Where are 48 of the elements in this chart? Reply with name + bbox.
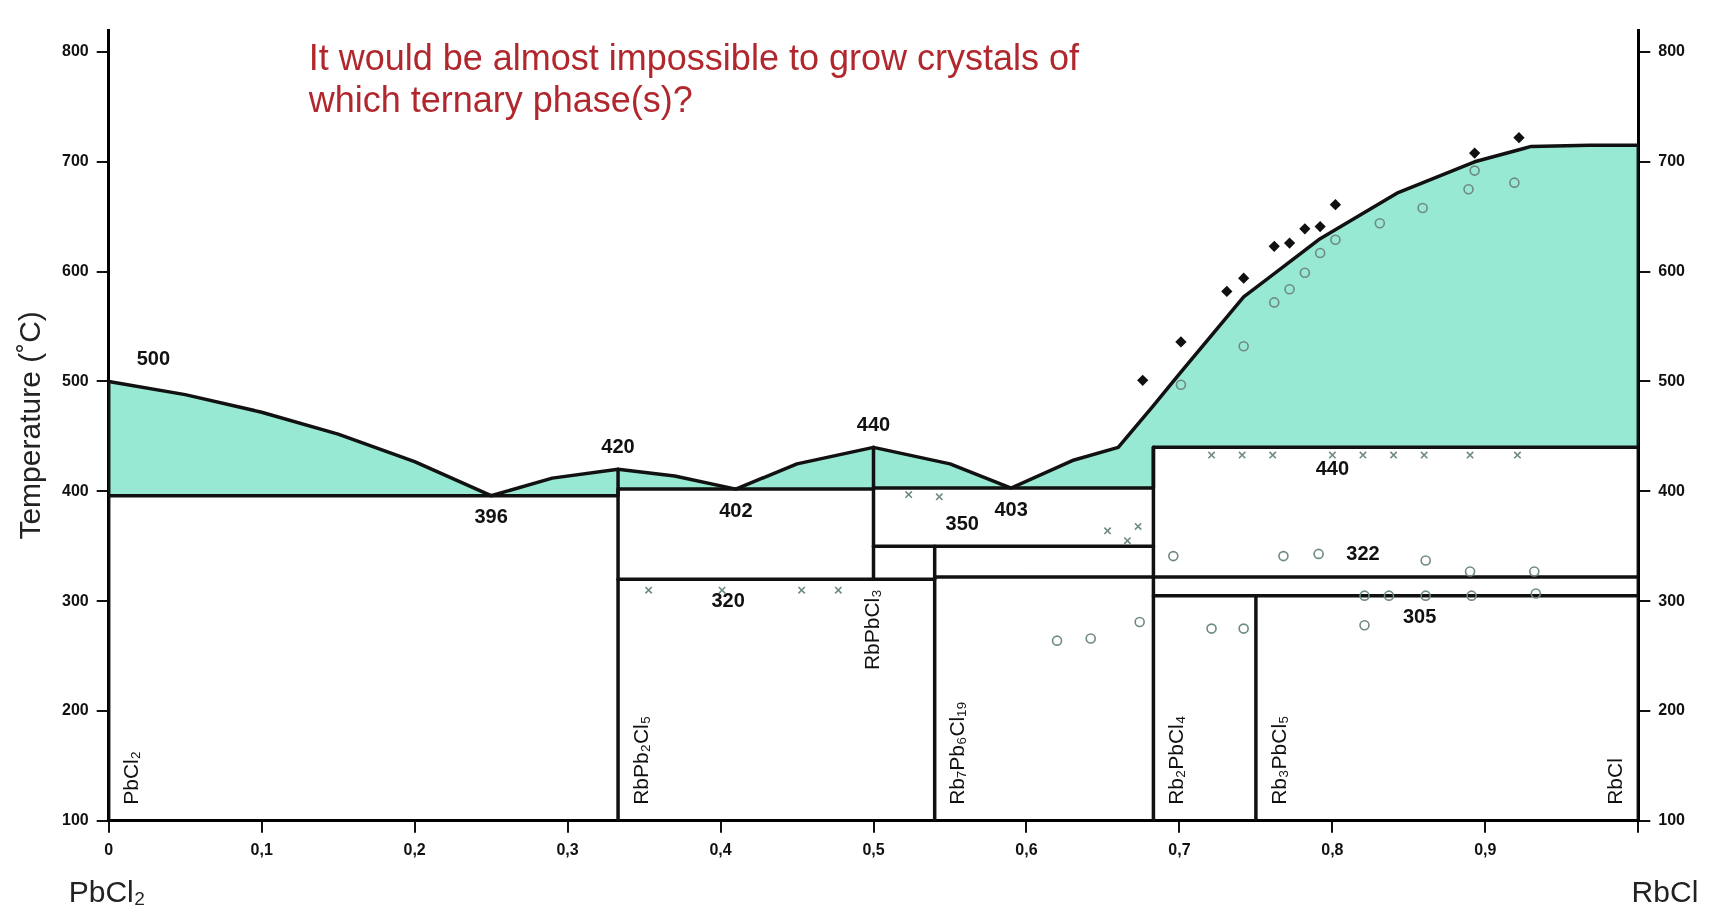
annotation: RbCl (1603, 758, 1627, 805)
x-tick-label: 0,3 (556, 840, 579, 858)
text: It would be almost impossible to grow crystals of which ternary phase(s)? (307, 36, 1080, 120)
y2-tick-label: 500 (1658, 371, 1686, 389)
y-tick-label: 800 (61, 42, 89, 60)
x-tick-label: 0,1 (250, 840, 273, 858)
x-tick-label: 0,5 (862, 840, 885, 858)
annotation: Rb₇Pb₆Cl₁₉ (945, 701, 969, 805)
y2-tick-label: 600 (1658, 262, 1686, 280)
y-tick-label: 400 (61, 481, 89, 499)
annotation: 305 (1402, 605, 1437, 628)
annotation: 420 (601, 434, 635, 457)
annotation: 322 (1346, 542, 1380, 565)
y-axis-title: Temperature (˚C) (13, 311, 47, 540)
y2-tick-label: 800 (1658, 42, 1686, 60)
x-tick-label: 0,6 (1015, 840, 1038, 858)
x-tick-label: 0,7 (1168, 840, 1191, 858)
y-tick-label: 600 (61, 262, 89, 280)
annotation: PbCl₂ (119, 751, 143, 805)
annotation: 320 (711, 588, 745, 611)
x-tick-label: 0 (104, 840, 114, 858)
annotation: 500 (136, 346, 171, 369)
y2-tick-label: 700 (1658, 152, 1686, 170)
y2-tick-label: 400 (1658, 481, 1686, 499)
y-tick-label: 200 (61, 701, 89, 719)
x-tick-label: 0,8 (1321, 840, 1344, 858)
x-tick-label: 0,4 (709, 840, 732, 858)
annotation: 403 (994, 497, 1028, 520)
annotation: 350 (945, 511, 979, 534)
annotation: 402 (719, 498, 753, 521)
annotation: RbPbCl₃ (860, 589, 884, 671)
annotation: Rb₃PbCl₅ (1266, 715, 1290, 805)
y-tick-label: 100 (61, 811, 89, 829)
annotation: RbPb₂Cl₅ (628, 715, 652, 805)
x-tick-label: 0,9 (1474, 840, 1497, 858)
annotation: 440 (856, 412, 891, 435)
y2-tick-label: 100 (1658, 811, 1686, 829)
y-tick-label: 500 (61, 371, 89, 389)
y2-tick-label: 300 (1658, 591, 1686, 609)
annotation: 440 (1315, 456, 1350, 479)
text: PbCl₂ (68, 875, 146, 908)
annotation: 396 (474, 505, 508, 528)
text: RbCl (1631, 875, 1699, 908)
y2-tick-label: 200 (1658, 701, 1686, 719)
y-tick-label: 300 (61, 591, 89, 609)
annotation: Rb₂PbCl₄ (1164, 715, 1188, 805)
x-tick-label: 0,2 (403, 840, 426, 858)
y-tick-label: 700 (61, 152, 89, 170)
